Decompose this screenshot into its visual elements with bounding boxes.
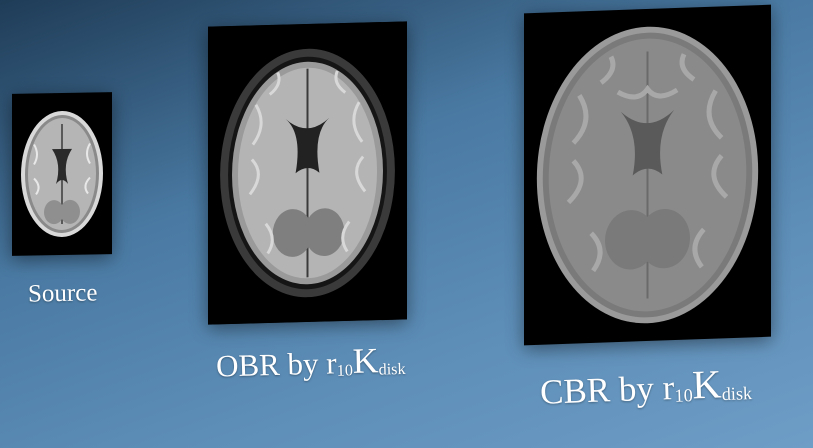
cbr-caption: CBR by r10Kdisk	[539, 361, 753, 412]
obr-caption-method: OBR by	[215, 345, 327, 384]
obr-caption-r-subscript: 10	[336, 362, 354, 380]
cbr-brain-image	[524, 7, 771, 343]
source-caption: Source	[27, 279, 98, 308]
obr-image-panel	[208, 21, 407, 325]
cbr-caption-k-subscript: disk	[721, 383, 753, 405]
cbr-caption-r: r	[661, 368, 675, 408]
obr-caption-k-subscript: disk	[378, 360, 406, 379]
source-brain-image	[12, 93, 112, 255]
obr-caption-r: r	[325, 345, 338, 381]
cbr-caption-method: CBR by	[539, 368, 664, 412]
cbr-image-panel	[524, 4, 771, 346]
obr-caption: OBR by r10Kdisk	[215, 340, 406, 384]
source-image-panel	[12, 92, 112, 256]
source-caption-text: Source	[27, 279, 98, 308]
obr-brain-image	[208, 21, 407, 325]
cbr-caption-k: K	[691, 361, 723, 408]
obr-caption-k: K	[352, 340, 379, 381]
cbr-caption-r-subscript: 10	[674, 385, 694, 406]
